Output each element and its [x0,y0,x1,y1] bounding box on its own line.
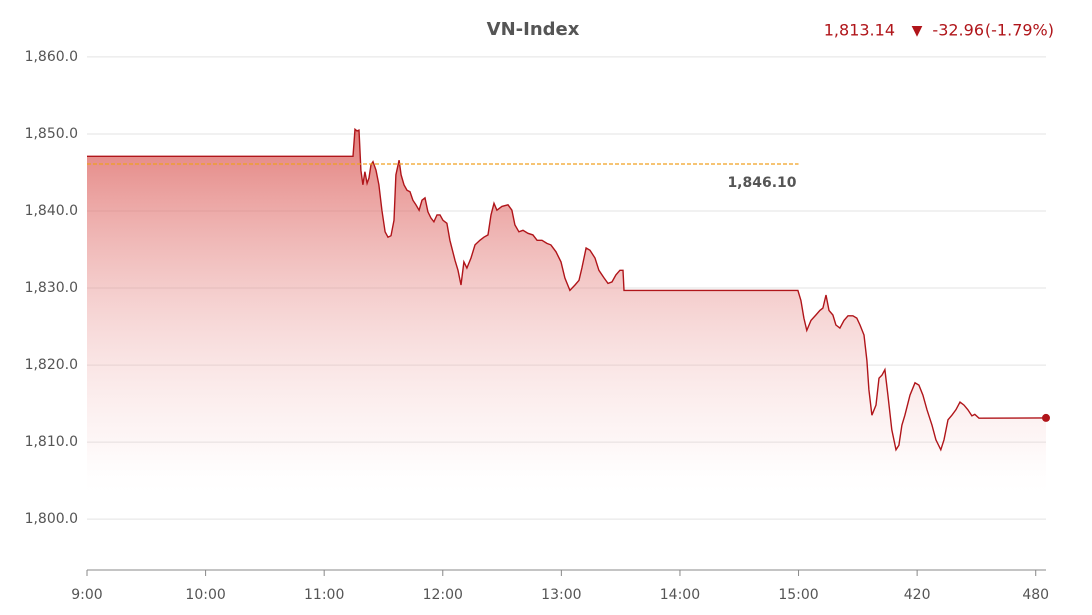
area [87,129,1046,501]
change-arrow: ▼ [912,23,923,39]
last-point [1042,413,1050,422]
x-tick-label: 9:00 [71,587,102,603]
y-tick-label: 1,800.0 [25,511,78,527]
y-tick-label: 1,820.0 [25,357,78,373]
x-tick-label: 420 [904,587,931,603]
y-tick-label: 1,850.0 [25,126,78,142]
x-tick-label: 11:00 [304,587,344,603]
x-tick-label: 13:00 [541,587,581,603]
y-tick-label: 1,840.0 [25,203,78,219]
change: -32.96 [932,21,984,40]
x-tick-label: 15:00 [778,587,818,603]
y-tick-label: 1,860.0 [25,49,78,65]
last-value: 1,813.14 [824,21,895,40]
y-tick-label: 1,810.0 [25,434,78,450]
y-tick-label: 1,830.0 [25,280,78,296]
change-percent: (-1.79%) [985,21,1054,40]
reference-label: 1,846.10 [727,175,796,191]
chart-title: VN-Index [487,19,580,40]
x-tick-label: 14:00 [660,587,700,603]
x-tick-label: 480 [1022,587,1049,603]
line [87,127,1047,452]
x-tick-label: 10:00 [185,587,225,603]
x-tick-label: 12:00 [423,587,463,603]
